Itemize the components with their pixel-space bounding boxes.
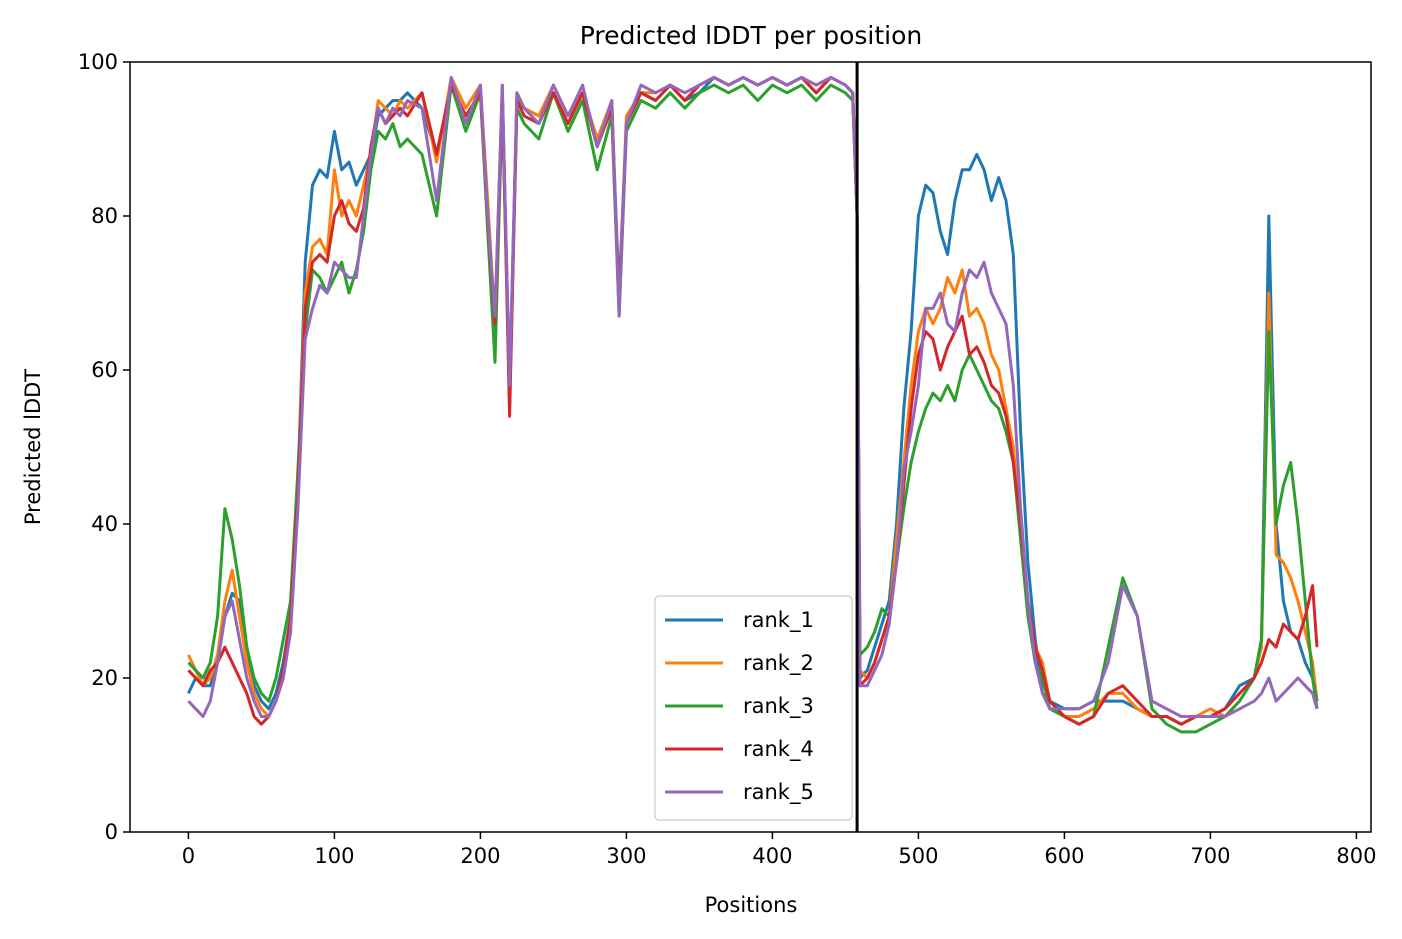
- y-axis-ticks: 0 20 40 60 80 100: [78, 50, 130, 844]
- x-tick-label: 100: [314, 844, 354, 868]
- legend-box: [654, 595, 853, 821]
- legend: rank_1 rank_2 rank_3 rank_4 rank_5: [654, 595, 853, 821]
- plot-lines: [187, 75, 1319, 734]
- y-tick-label: 0: [105, 820, 118, 844]
- x-tick-label: 400: [752, 844, 792, 868]
- chart-title: Predicted lDDT per position: [580, 21, 922, 50]
- legend-entry-rank_1: rank_1: [743, 608, 814, 633]
- x-tick-label: 500: [898, 844, 938, 868]
- legend-entry-rank_2: rank_2: [743, 651, 814, 676]
- x-tick-label: 600: [1044, 844, 1084, 868]
- legend-entry-rank_5: rank_5: [743, 780, 814, 805]
- x-tick-label: 800: [1336, 844, 1376, 868]
- y-tick-label: 100: [78, 50, 118, 74]
- x-tick-label: 300: [606, 844, 646, 868]
- y-tick-label: 20: [91, 666, 118, 690]
- legend-entry-rank_4: rank_4: [743, 737, 814, 762]
- y-tick-label: 40: [91, 512, 118, 536]
- y-axis-label: Predicted lDDT: [21, 369, 45, 525]
- series-line-rank_5: [187, 75, 1319, 718]
- x-axis-ticks: 0 100 200 300 400 500 600 700 800: [182, 832, 1376, 868]
- x-tick-label: 700: [1190, 844, 1230, 868]
- legend-entry-rank_3: rank_3: [743, 694, 814, 719]
- x-axis-label: Positions: [705, 893, 798, 917]
- y-tick-label: 60: [91, 358, 118, 382]
- x-tick-label: 0: [182, 844, 195, 868]
- x-tick-label: 200: [460, 844, 500, 868]
- plot-frame: [129, 61, 1372, 833]
- y-tick-label: 80: [91, 204, 118, 228]
